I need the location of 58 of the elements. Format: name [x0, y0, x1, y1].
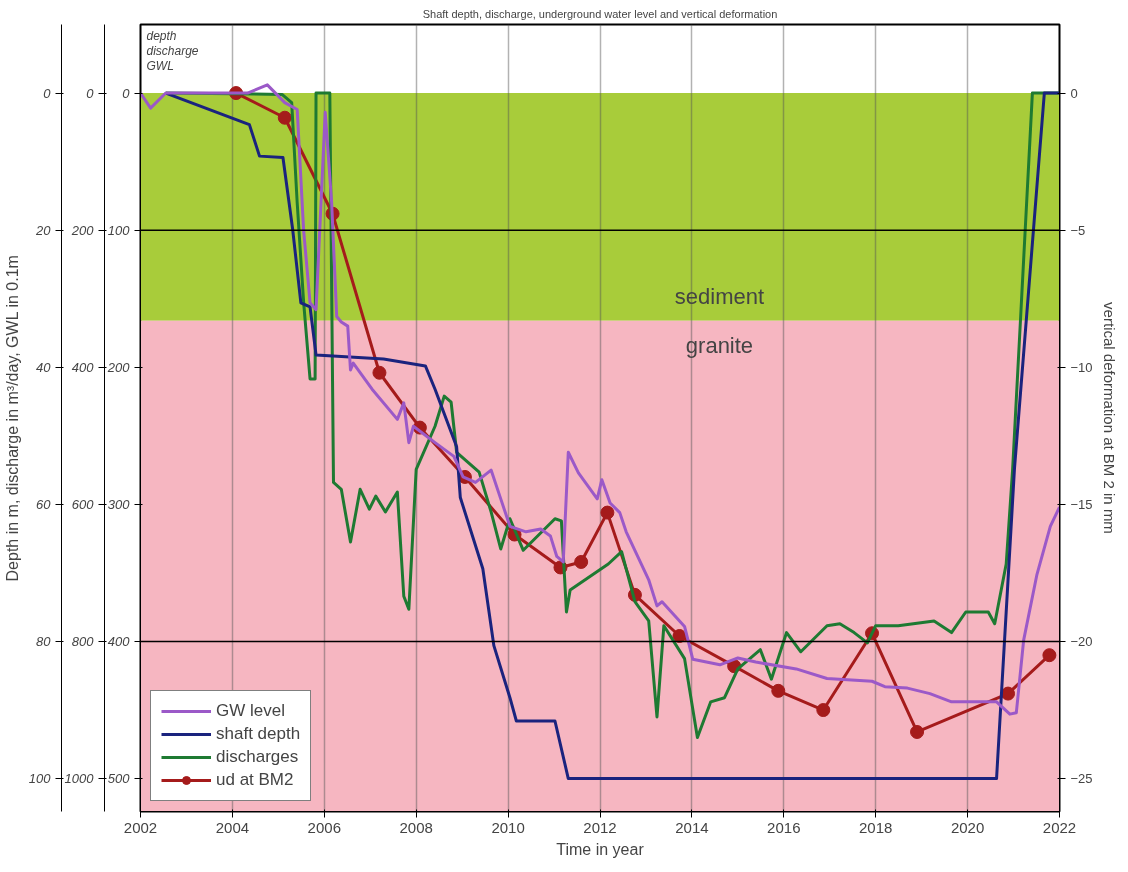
x-axis-title: Time in year	[556, 840, 645, 858]
text: 100	[28, 771, 52, 787]
x-tick-label: 2010	[491, 818, 525, 836]
legend-label: ud at BM2	[216, 770, 294, 790]
text: 60	[36, 496, 52, 512]
y2-tick-label: −5	[1070, 222, 1086, 238]
y2-tick-label: −15	[1070, 496, 1093, 512]
x-tick-label: 2002	[123, 818, 158, 836]
y2-tick-label: −20	[1070, 633, 1093, 649]
text: 0	[43, 85, 52, 101]
x-tick-label: 2014	[675, 818, 709, 836]
y3-tick-label: 1000	[64, 771, 95, 787]
legend-label: discharges	[216, 747, 299, 767]
y-tick-label: 400	[107, 633, 131, 649]
point	[574, 554, 589, 569]
y3-tick-label: 0	[86, 85, 95, 101]
text: 80	[36, 633, 52, 649]
y-tick-label: 0	[122, 85, 131, 101]
text: 20	[35, 222, 52, 238]
y2-tick-label: −25	[1070, 771, 1093, 787]
x-tick-label: 2016	[767, 818, 801, 836]
y2-tick-label: 0	[1070, 85, 1078, 101]
point	[816, 703, 831, 718]
x-tick-label: 2018	[859, 818, 893, 836]
legend-label: shaft depth	[216, 724, 301, 744]
point	[672, 629, 687, 643]
annotation: discharge	[146, 43, 199, 58]
x-tick-label: 2004	[215, 818, 250, 836]
annotation: depth	[146, 28, 177, 43]
y3-tick-label: 400	[71, 359, 95, 375]
y2-axis-title: vertical deformation at BM 2 in mm	[1100, 302, 1118, 534]
legend-label: GW level	[216, 701, 285, 721]
y-axis-title: Depth in m, discharge in m³/day, GWL in 0.1m	[3, 255, 21, 582]
band-label: granite	[685, 332, 754, 358]
point	[1042, 648, 1057, 663]
band-label: sediment	[674, 283, 765, 309]
x-tick-label: 2008	[399, 818, 433, 836]
x-tick-label: 2012	[583, 818, 617, 836]
x-tick-label: 2022	[1042, 818, 1077, 836]
point	[600, 505, 615, 520]
point	[372, 365, 387, 380]
y-tick-label: 200	[106, 359, 131, 375]
y-tick-label: 500	[107, 771, 131, 787]
y-tick-label: 300	[107, 496, 131, 512]
x-tick-label: 2020	[950, 818, 985, 836]
annotation: GWL	[146, 58, 174, 73]
point	[771, 683, 786, 698]
y3-tick-label: 600	[71, 496, 95, 512]
y-tick-label: 100	[107, 222, 131, 238]
y3-tick-label: 200	[70, 222, 95, 238]
point	[910, 724, 925, 739]
point	[1001, 686, 1016, 701]
y2-tick-label: −10	[1070, 359, 1093, 375]
text: 40	[36, 359, 52, 375]
point	[277, 110, 292, 125]
chart-title: Shaft depth, discharge, underground water level and vertical deformation	[422, 7, 778, 20]
y3-tick-label: 800	[71, 633, 95, 649]
x-tick-label: 2006	[307, 818, 341, 836]
